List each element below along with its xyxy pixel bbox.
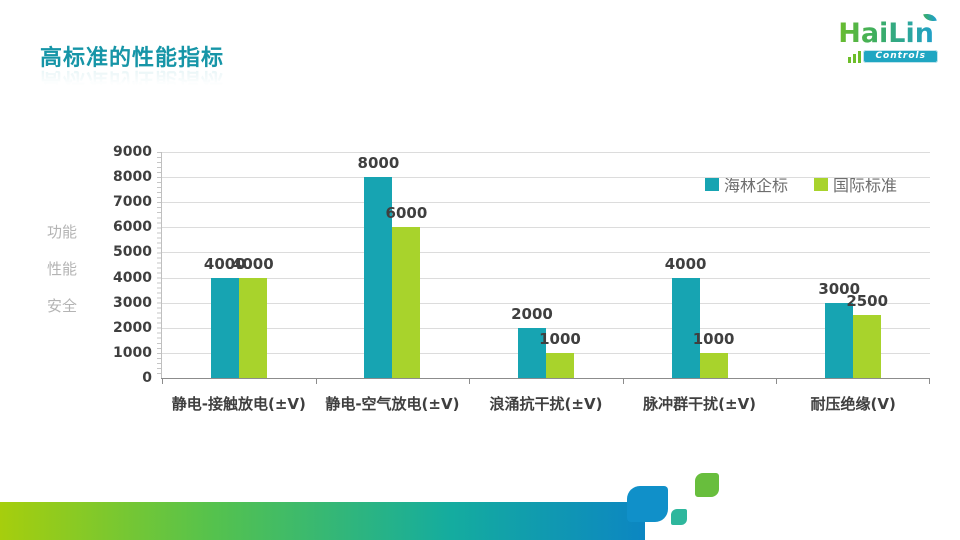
bar-海林企标 [671,277,700,378]
logo-wordmark: HaiLin [828,20,938,47]
x-axis-line [161,378,930,379]
y-axis-tick-label: 4000 [113,269,152,286]
teal-square-decoration [671,509,687,525]
bar-value-label: 4000 [664,254,707,273]
x-axis-category-label: 静电-接触放电(±V) [171,395,306,413]
green-square-decoration [695,473,719,497]
x-axis-category-label: 脉冲群干扰(±V) [643,395,757,413]
y-axis-tick-label: 3000 [113,294,152,311]
bar-chart-plot-area: 海林企标 国际标准 0 1000 2000 3000 4000 5000 6000 7000 80… [113,144,930,413]
bar-value-label: 8000 [357,154,400,173]
x-axis-category-label: 耐压绝缘(V) [810,395,896,413]
bar-value-label: 2000 [511,304,553,323]
gridline [162,202,930,204]
legend-swatch-icon [814,177,829,191]
gridline [162,177,930,179]
x-axis-tick [469,378,471,384]
x-axis-tick [315,378,317,384]
gridline [162,302,930,304]
y-axis-tick-label: 2000 [113,319,152,336]
bar-value-label: 1000 [692,329,735,348]
bar-value-label: 6000 [385,204,428,223]
gridline [162,327,930,329]
chart-legend: 海林企标 国际标准 [705,172,897,196]
bar-value-label: 3000 [818,279,861,298]
logo-bars-icon [853,54,857,63]
gradient-ribbon-decoration [0,502,645,540]
logo-bars-icon [848,57,852,63]
y-axis-tick-label: 9000 [113,144,152,160]
page-title-reflection: 高标准的性能指标 [40,67,225,92]
x-axis-tick [162,378,163,384]
y-axis-tick-label: 8000 [113,169,152,186]
bar-value-label: 1000 [539,329,581,348]
x-axis-tick [929,378,930,384]
bar-value-label: 4000 [203,254,246,273]
bar-海林企标 [825,302,854,378]
y-axis-title-line: 安全 [46,297,77,315]
x-axis-tick [622,378,624,384]
gridline [162,152,930,153]
gridline [162,277,930,279]
legend-label: 海林企标 [724,176,789,195]
x-axis-category-label: 浪涌抗干扰(±V) [489,395,603,413]
bar-国际标准 [699,352,728,378]
bar-国际标准 [392,227,421,378]
page-title: 高标准的性能指标 [40,46,225,71]
hailin-logo: HaiLin Controls [828,11,938,63]
y-axis-title-line: 性能 [46,260,77,278]
bar-国际标准 [546,352,574,378]
bar-国际标准 [238,277,267,378]
y-axis-title: 功能 性能 安全 [44,214,80,325]
gridline [162,252,930,254]
x-axis-tick [776,378,778,384]
y-axis-title-line: 功能 [46,223,77,241]
y-axis-tick-label: 7000 [113,194,152,211]
y-axis-tick-label: 0 [142,370,152,386]
logo-bars-icon [858,51,862,63]
legend-swatch-icon [705,177,719,191]
legend-item: 海林企标 [705,172,788,196]
legend-label: 国际标准 [833,176,898,195]
blue-square-decoration [627,486,668,522]
logo-subtitle: Controls [863,50,938,63]
bar-海林企标 [518,327,546,378]
bar-海林企标 [210,277,239,378]
logo-subtitle-row: Controls [828,50,938,63]
y-axis-tick-label: 6000 [113,219,152,236]
legend-item: 国际标准 [814,172,897,196]
x-axis-category-label: 静电-空气放电(±V) [325,395,460,413]
y-axis-tick-label: 5000 [113,244,152,261]
y-axis-line [161,152,162,378]
gridline [162,227,930,229]
bar-value-label: 4000 [231,254,274,273]
y-axis-tick-label: 1000 [113,344,152,361]
y-axis-minor-ticks [157,152,161,378]
bar-value-label: 2500 [846,292,889,311]
bar-海林企标 [364,177,393,378]
bar-国际标准 [853,315,882,378]
